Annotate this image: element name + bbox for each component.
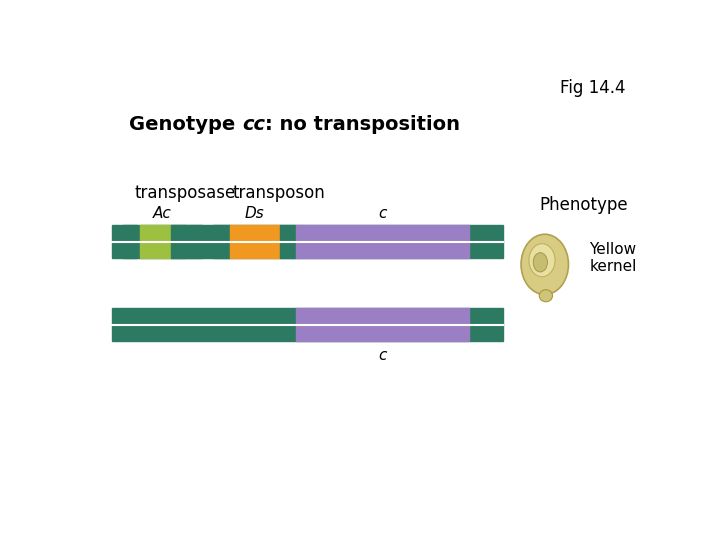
Ellipse shape: [521, 234, 569, 294]
Text: Ds: Ds: [245, 206, 264, 221]
Text: Ac: Ac: [153, 206, 172, 221]
Bar: [171, 225, 185, 258]
Bar: [213, 225, 230, 258]
Bar: [297, 308, 469, 341]
Bar: [140, 225, 185, 258]
Bar: [112, 225, 503, 258]
Text: transposase: transposase: [135, 184, 236, 202]
Text: cc: cc: [242, 114, 265, 134]
Text: c: c: [379, 348, 387, 362]
Text: Fig 14.4: Fig 14.4: [560, 79, 626, 97]
Bar: [297, 225, 469, 258]
Text: c: c: [379, 206, 387, 221]
Text: Genotype: Genotype: [129, 114, 242, 134]
Bar: [280, 225, 297, 258]
Bar: [185, 225, 202, 258]
Text: Phenotype: Phenotype: [539, 196, 628, 214]
Ellipse shape: [539, 289, 552, 302]
Bar: [124, 225, 138, 258]
Bar: [112, 308, 503, 341]
Text: Yellow
kernel: Yellow kernel: [590, 242, 636, 274]
Ellipse shape: [534, 253, 547, 272]
Bar: [230, 225, 280, 258]
Text: transposon: transposon: [233, 184, 325, 202]
Ellipse shape: [529, 244, 555, 277]
Text: : no transposition: : no transposition: [265, 114, 460, 134]
